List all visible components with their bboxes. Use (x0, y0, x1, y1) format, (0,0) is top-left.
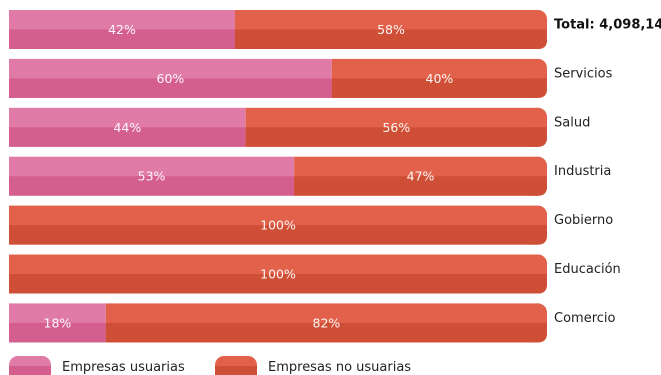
legend-swatch-shade (215, 366, 257, 375)
bar-value-label: 18% (44, 315, 72, 330)
bar-shade (331, 78, 547, 98)
bar-end-cap-shade (529, 322, 547, 343)
category-label: Industria (554, 164, 611, 179)
category-label: Gobierno (554, 213, 613, 228)
bar-segment: 40% (331, 57, 549, 99)
bars-group: 42% 58% 60% 40% 44% 56% 53% 47% 100% 100% 18% 82% (9, 9, 549, 344)
bar-segment: 100% (9, 253, 549, 295)
bar-value-label: 42% (108, 22, 136, 37)
category-labels: Total: 4,098,148 Servicios Salud Industria G… (554, 18, 661, 326)
legend-item: Empresas usuarias (9, 356, 185, 375)
bar-segment: 53% (9, 156, 295, 196)
bar-shade (245, 127, 547, 147)
bar-value-label: 44% (113, 120, 141, 135)
bar-segment: 60% (9, 58, 332, 98)
bar-end-cap-shade (529, 29, 547, 49)
bar-value-label: 60% (157, 71, 185, 86)
bar-segment: 18% (9, 303, 106, 343)
legend-label: Empresas no usuarias (268, 360, 411, 375)
bar-segment: 100% (9, 204, 549, 246)
legend: Empresas usuarias Empresas no usuarias (9, 356, 411, 375)
category-label: Comercio (554, 311, 616, 326)
bar-shade (9, 274, 547, 294)
bar-end-cap-shade (529, 127, 547, 147)
bar-value-label: 100% (260, 218, 296, 233)
category-label: Salud (554, 115, 590, 130)
bar-end-cap-shade (529, 78, 547, 98)
bar-segment: 47% (294, 155, 549, 197)
bar-shade (9, 225, 547, 245)
bar-shade (234, 29, 547, 49)
bar-value-label: 100% (260, 267, 296, 282)
bar-value-label: 47% (407, 169, 435, 184)
bar-end-cap-shade (529, 176, 547, 196)
bar-shade (105, 322, 547, 343)
bar-shade (294, 176, 547, 196)
legend-item: Empresas no usuarias (215, 356, 411, 375)
bar-shade (9, 29, 235, 49)
bar-segment: 56% (245, 106, 549, 148)
bar-value-label: 40% (426, 71, 454, 86)
total-label: Total: 4,098,148 (554, 18, 661, 33)
bar-value-label: 58% (377, 22, 405, 37)
bar-value-label: 82% (313, 315, 341, 330)
bar-value-label: 53% (138, 169, 166, 184)
bar-end-cap-shade (529, 225, 547, 245)
bar-shade (9, 127, 246, 147)
category-label: Servicios (554, 66, 613, 81)
bar-value-label: 56% (382, 120, 410, 135)
bar-shade (9, 78, 332, 98)
legend-label: Empresas usuarias (62, 360, 185, 375)
bar-segment: 82% (105, 302, 549, 344)
bar-shade (9, 176, 295, 196)
legend-swatch-shade (9, 366, 51, 375)
bar-end-cap-shade (529, 274, 547, 294)
bar-segment: 42% (9, 10, 235, 49)
bar-segment: 58% (234, 9, 549, 50)
category-label: Educación (554, 262, 621, 277)
bar-segment: 44% (9, 107, 246, 147)
bar-shade (9, 322, 106, 343)
